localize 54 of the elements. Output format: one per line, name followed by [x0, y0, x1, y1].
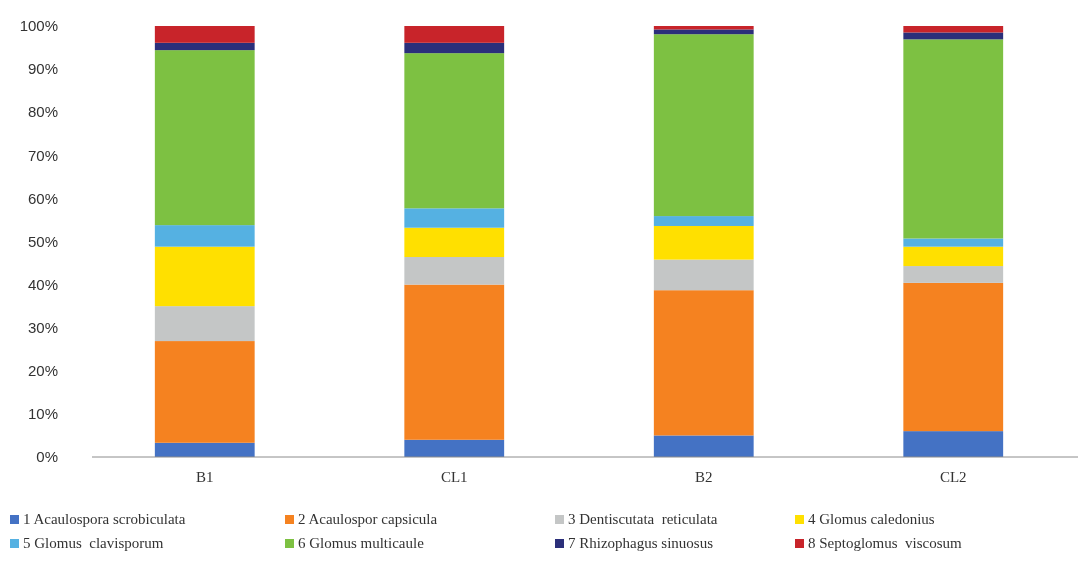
y-tick-label: 0% [36, 448, 58, 466]
bar [404, 208, 505, 228]
legend-label: 1 Acaulospora scrobiculata [23, 511, 186, 527]
bar [154, 225, 255, 247]
bar [903, 282, 1004, 432]
x-tick-label: CL1 [440, 469, 468, 485]
x-tick-label: B1 [195, 469, 214, 485]
legend-label: 5 Glomus clavisporum [23, 535, 164, 551]
y-tick-label: 30% [27, 318, 58, 336]
bar [154, 42, 255, 51]
y-tick-label: 10% [27, 405, 58, 423]
bar [903, 26, 1004, 33]
bar [903, 238, 1004, 247]
bar [653, 435, 754, 457]
y-tick-label: 100% [19, 17, 58, 35]
x-tick-label: CL2 [939, 469, 967, 485]
bar [903, 246, 1004, 267]
bar [154, 306, 255, 342]
legend-label: 3 Dentiscutata reticulata [568, 511, 718, 527]
y-tick-label: 90% [27, 60, 58, 78]
bar [653, 216, 754, 226]
x-tick-label: B2 [694, 469, 713, 485]
bar [154, 26, 255, 43]
bar [404, 42, 505, 54]
bar [903, 431, 1004, 457]
bar [404, 284, 505, 440]
legend-label: 7 Rhizophagus sinuosus [568, 535, 714, 551]
y-tick-label: 50% [27, 232, 58, 250]
bar [903, 266, 1004, 283]
bar [653, 225, 754, 260]
y-tick-label: 60% [27, 189, 58, 207]
y-tick-label: 20% [27, 362, 58, 380]
bar [653, 259, 754, 291]
bar [404, 26, 505, 43]
bar [653, 34, 754, 217]
legend-label: 6 Glomus multicaule [298, 535, 425, 551]
bar [653, 290, 754, 436]
legend-label: 2 Acaulospor capsicula [298, 511, 438, 527]
bar [404, 257, 505, 285]
bar [903, 32, 1004, 40]
bar [154, 341, 255, 443]
y-tick-label: 80% [27, 103, 58, 121]
legend-label: 4 Glomus caledonius [808, 511, 935, 527]
bar [404, 439, 505, 457]
y-tick-label: 70% [27, 146, 58, 164]
bar [154, 246, 255, 307]
bar [404, 53, 505, 209]
bar [404, 227, 505, 258]
legend-label: 8 Septoglomus viscosum [808, 535, 963, 551]
bar [903, 39, 1004, 239]
bar [154, 50, 255, 226]
bar [653, 29, 754, 35]
bar [154, 442, 255, 457]
y-tick-label: 40% [27, 275, 58, 293]
